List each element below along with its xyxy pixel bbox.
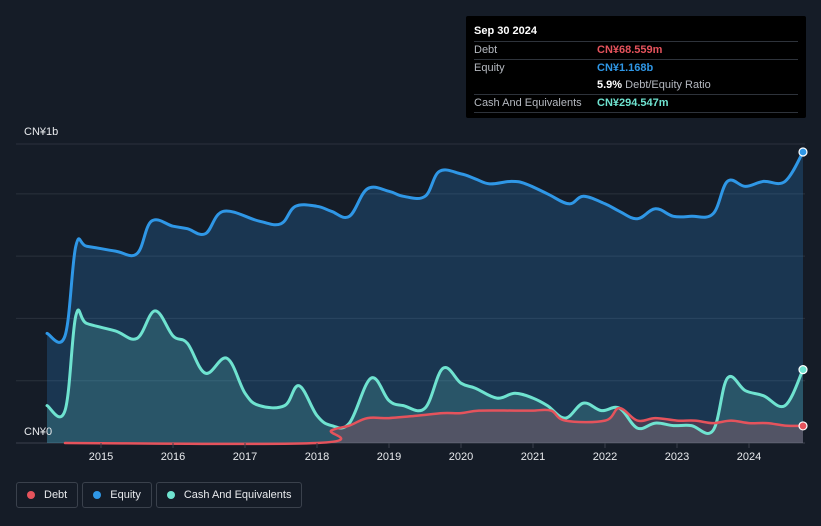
equity-line [45,150,805,344]
x-tick-label-2020: 2020 [449,451,473,463]
x-tick-label-2021: 2021 [521,451,545,463]
x-tick-label-2023: 2023 [665,451,689,463]
tooltip-panel: Sep 30 2024 Debt CN¥68.559m Equity CN¥1.… [466,16,806,118]
legend-debt-label: Debt [44,489,68,501]
legend-equity-label: Equity [110,489,141,501]
tooltip-debt-value: CN¥68.559m [597,44,663,56]
debt-endpoint [798,421,808,431]
tooltip-ratio: 5.9% Debt/Equity Ratio [597,77,711,94]
legend-item-equity[interactable]: Equity [82,482,152,508]
x-tick-label-2017: 2017 [233,451,257,463]
debt-line [63,406,805,446]
x-axis-ticks: 2015 2016 2017 2018 2019 2020 2021 2022 2023 2024 [89,443,761,463]
cash-area [47,310,803,443]
tooltip-cash-value: CN¥294.547m [597,97,669,109]
debt-area [65,408,803,444]
tooltip-row-ratio: 5.9% Debt/Equity Ratio [474,77,798,95]
tooltip-debt-label: Debt [474,44,498,56]
debt-dot-icon [27,491,35,499]
y-tick-label-bottom: CN¥0 [24,426,52,438]
tooltip-cash-label: Cash And Equivalents [474,97,582,109]
x-tick-label-2015: 2015 [89,451,113,463]
tooltip-ratio-value: 5.9% [597,79,623,91]
tooltip-date: Sep 30 2024 [474,24,798,42]
tooltip-equity-label: Equity [474,62,505,74]
tooltip-row-equity: Equity CN¥1.168b [474,60,798,77]
equity-endpoint [798,147,808,157]
legend-item-cash[interactable]: Cash And Equivalents [155,482,303,508]
cash-line [45,308,805,435]
legend-item-debt[interactable]: Debt [16,482,79,508]
legend: Debt Equity Cash And Equivalents [16,482,303,510]
tooltip-equity-value: CN¥1.168b [597,62,654,74]
x-tick-label-2019: 2019 [377,451,401,463]
x-tick-label-2022: 2022 [593,451,617,463]
series-endpoints [798,147,808,431]
cash-endpoint [798,365,808,375]
cash-dot-icon [166,491,175,499]
tooltip-row-debt: Debt CN¥68.559m [474,42,798,60]
x-tick-label-2016: 2016 [161,451,185,463]
y-tick-label-top: CN¥1b [24,126,58,138]
x-tick-label-2024: 2024 [737,451,761,463]
x-tick-label-2018: 2018 [305,451,329,463]
equity-dot-icon [93,491,102,499]
tooltip-row-cash: Cash And Equivalents CN¥294.547m [474,95,798,113]
series-lines [45,150,805,446]
legend-cash-label: Cash And Equivalents [183,489,292,501]
tooltip-ratio-label: Debt/Equity Ratio [625,79,711,91]
